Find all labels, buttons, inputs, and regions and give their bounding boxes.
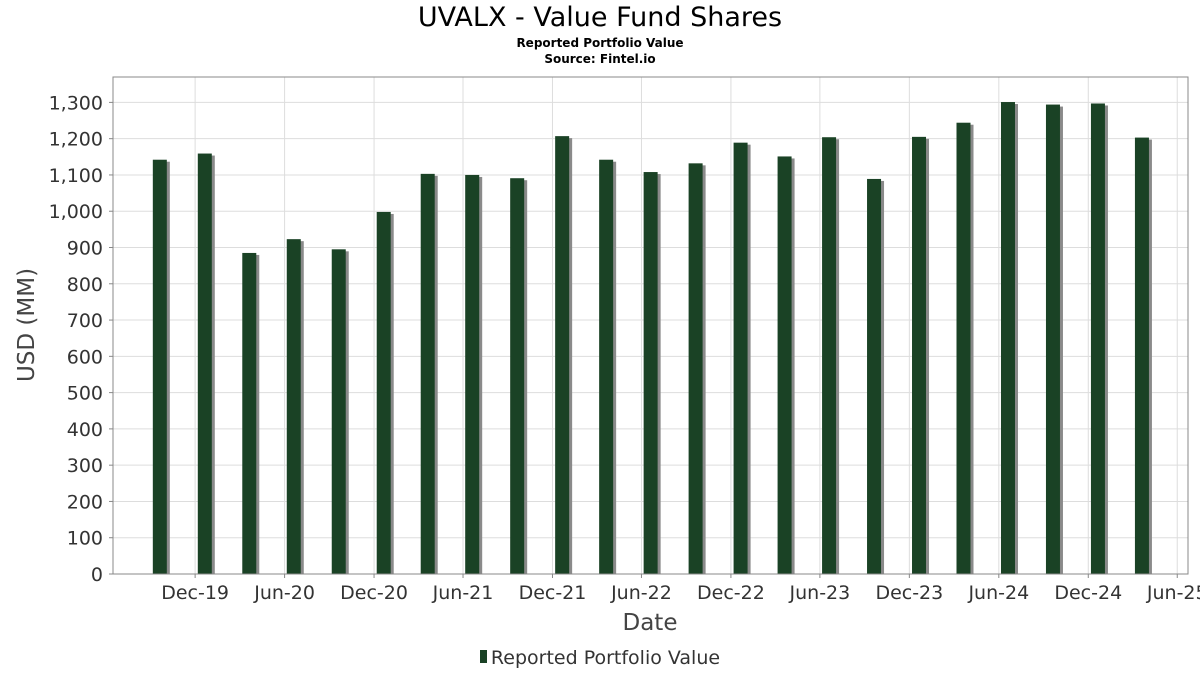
x-tick-label: Dec-21	[519, 582, 587, 604]
bar	[1000, 102, 1015, 575]
y-tick-label: 900	[67, 238, 103, 260]
chart-title: UVALX - Value Fund Shares	[417, 2, 783, 33]
x-tick-label: Jun-24	[967, 582, 1029, 604]
x-tick-label: Jun-21	[432, 582, 494, 604]
x-tick-label: Dec-24	[1054, 582, 1122, 604]
x-tick-label: Jun-22	[610, 582, 672, 604]
y-tick-label: 100	[67, 528, 103, 550]
y-axis: 0 100 200 300 400 500 600 700 800 900 1,000 1,100 1,…	[49, 92, 113, 586]
y-tick-label: 400	[67, 419, 103, 441]
chart-source: Source: Fintel.io	[544, 52, 656, 66]
x-axis: Dec-19 Jun-20 Dec-20 Jun-21 Dec-21 Jun-22 Dec-…	[161, 574, 1200, 604]
bar	[688, 163, 703, 574]
x-tick-label: Dec-19	[161, 582, 229, 604]
plot-frame	[112, 76, 1189, 575]
y-tick-label: 600	[67, 346, 103, 368]
chart-svg: 0 100 200 300 400 500 600 700 800 900 1,000 1,100 1,…	[14, 76, 1200, 636]
y-tick-label: 1,100	[49, 165, 103, 187]
y-tick-label: 1,000	[49, 201, 103, 223]
bar	[197, 153, 212, 574]
y-tick-label: 500	[67, 383, 103, 405]
bar	[152, 159, 167, 574]
y-tick-label: 0	[91, 564, 103, 586]
x-tick-label: Dec-20	[340, 582, 408, 604]
x-tick-label: Jun-25	[1146, 582, 1200, 604]
bar	[555, 136, 570, 574]
bar	[376, 211, 391, 574]
x-tick-label: Dec-22	[697, 582, 765, 604]
bar	[1090, 103, 1105, 574]
bar	[242, 252, 257, 574]
y-tick-label: 700	[67, 310, 103, 332]
legend: Reported Portfolio Value	[0, 647, 1200, 669]
bar	[420, 173, 435, 574]
bar	[867, 178, 882, 574]
legend-swatch	[479, 650, 487, 663]
bar	[465, 174, 480, 574]
y-tick-label: 800	[67, 274, 103, 296]
y-tick-label: 1,200	[49, 129, 103, 151]
bar	[286, 239, 301, 574]
legend-label: Reported Portfolio Value	[490, 647, 721, 669]
bar	[1134, 137, 1149, 575]
x-tick-label: Jun-23	[789, 582, 851, 604]
chart-subtitle: Reported Portfolio Value	[516, 36, 684, 50]
bar	[956, 122, 971, 575]
bar	[1045, 104, 1060, 574]
bar	[912, 136, 927, 574]
bar	[331, 249, 346, 575]
y-tick-label: 200	[67, 491, 103, 513]
bars-layer	[152, 102, 1152, 575]
x-tick-label: Dec-23	[875, 582, 943, 604]
x-axis-label: Date	[623, 610, 678, 636]
bar	[822, 137, 837, 574]
bar	[643, 172, 658, 574]
y-tick-label: 1,300	[49, 92, 103, 114]
bar	[777, 156, 792, 574]
bar	[599, 159, 614, 574]
x-tick-label: Jun-20	[253, 582, 315, 604]
bar	[733, 142, 748, 574]
y-axis-label: USD (MM)	[14, 268, 40, 382]
bar	[510, 178, 525, 574]
y-tick-label: 300	[67, 455, 103, 477]
